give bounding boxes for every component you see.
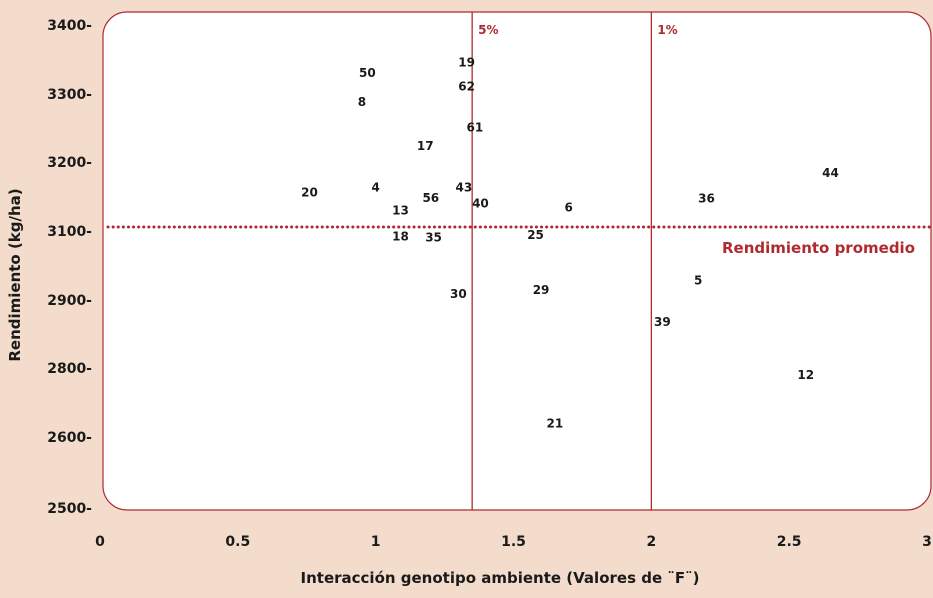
significance-label: 5% [478, 23, 498, 37]
data-point: 12 [797, 368, 814, 382]
data-point: 13 [392, 203, 409, 217]
x-axis-ticks: 0 0.5 1 1.5 2 2.5 3 [95, 534, 932, 550]
data-point: 50 [359, 66, 376, 80]
x-tick-label: 2 [646, 534, 656, 550]
data-point: 29 [533, 283, 550, 297]
y-tick-label: 2600- [47, 430, 92, 446]
data-point: 18 [392, 230, 409, 244]
mean-reference-line: Rendimiento promedio [106, 225, 932, 257]
data-point: 61 [467, 120, 484, 134]
x-tick-label: 3 [922, 534, 932, 550]
data-points: 50 8 19 62 61 17 20 4 43 56 13 40 6 44 36 18 35 25 5 29 30 39… [301, 55, 839, 430]
data-point: 8 [358, 95, 366, 109]
x-tick-label: 0.5 [225, 534, 250, 550]
y-tick-label: 3400- [47, 18, 92, 34]
x-tick-label: 1.5 [501, 534, 526, 550]
y-tick-label: 3100- [47, 224, 92, 240]
data-point: 40 [472, 197, 489, 211]
data-point: 25 [527, 228, 544, 242]
y-tick-label: 3300- [47, 87, 92, 103]
y-tick-label: 2800- [47, 361, 92, 377]
data-point: 21 [546, 417, 563, 431]
data-point: 20 [301, 186, 318, 200]
data-point: 6 [564, 201, 572, 215]
x-tick-label: 1 [371, 534, 381, 550]
x-tick-label: 0 [95, 534, 105, 550]
y-axis-ticks: 2500- 2600- 2800- 2900- 3100- 3200- 3300- 3400- [47, 18, 92, 517]
data-point: 17 [417, 139, 434, 153]
y-tick-label: 2500- [47, 501, 92, 517]
data-point: 39 [654, 315, 671, 329]
significance-label: 1% [657, 23, 677, 37]
data-point: 36 [698, 192, 715, 206]
y-tick-label: 2900- [47, 293, 92, 309]
y-tick-label: 3200- [47, 155, 92, 171]
data-point: 30 [450, 287, 467, 301]
data-point: 43 [456, 181, 473, 195]
data-point: 4 [371, 181, 379, 195]
x-axis-label: Interacción genotipo ambiente (Valores d… [301, 569, 700, 587]
x-tick-label: 2.5 [777, 534, 802, 550]
plot-panel [102, 11, 932, 511]
data-point: 56 [422, 191, 439, 205]
significance-lines: 5% 1% [471, 12, 678, 510]
data-point: 19 [458, 55, 475, 69]
data-point: 44 [822, 166, 839, 180]
data-point: 35 [425, 231, 442, 245]
data-point: 62 [458, 80, 475, 94]
mean-line-label: Rendimiento promedio [722, 239, 915, 257]
y-axis-label: Rendimiento (kg/ha) [6, 188, 24, 361]
data-point: 5 [694, 273, 702, 287]
